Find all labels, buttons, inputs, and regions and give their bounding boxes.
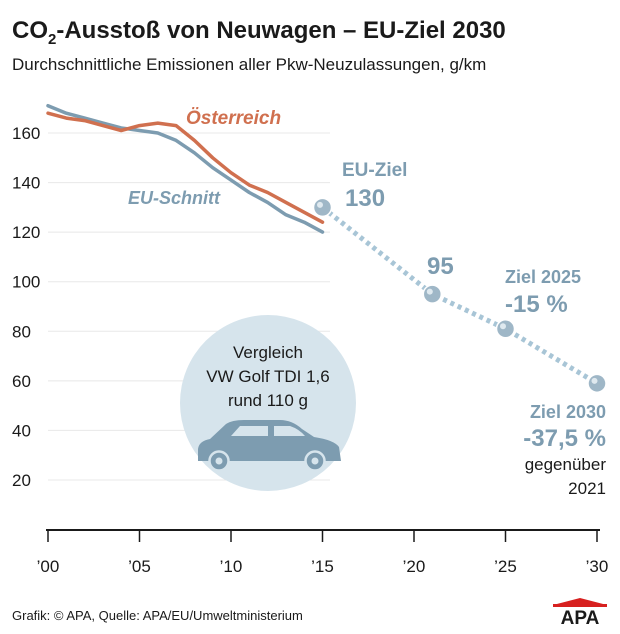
- target-point-2025: [495, 319, 516, 339]
- y-tick-label-160: 160: [12, 124, 40, 143]
- source-credit: Grafik: © APA, Quelle: APA/EU/Umweltmini…: [12, 608, 303, 623]
- ziel-2030-value: -37,5 %: [523, 425, 606, 452]
- target-2021-value: 95: [427, 253, 454, 280]
- chart-subtitle: Durchschnittliche Emissionen aller Pkw-N…: [12, 55, 486, 74]
- comparison-line-3: rund 110 g: [228, 391, 308, 410]
- series-lines: [46, 103, 599, 386]
- x-tick-label-2000: ’00: [37, 557, 60, 576]
- ziel-2030-note-1: gegenüber: [525, 455, 607, 474]
- y-tick-label-120: 120: [12, 223, 40, 242]
- target-point-2030: [587, 373, 607, 394]
- target-point-highlight-2025: [500, 323, 506, 330]
- austria-series-label: Österreich: [186, 108, 281, 129]
- target-point-highlight-2021: [426, 288, 433, 295]
- y-tick-label-60: 60: [12, 372, 31, 391]
- target-point-2021: [422, 284, 443, 304]
- ziel-2030-label: Ziel 2030: [530, 402, 606, 422]
- x-tick-label-2015: ’15: [311, 557, 334, 576]
- apa-logo-text: APA: [561, 608, 600, 629]
- y-axis-ticks: 20 40 60 80 100 120 140 160: [12, 124, 40, 490]
- series-line-eu-ziel: [320, 205, 599, 386]
- x-axis-ticks: ’00 ’05 ’10 ’15 ’20 ’25 ’30: [37, 529, 609, 576]
- y-tick-label-80: 80: [12, 322, 31, 341]
- eu-ziel-label: EU-Ziel: [342, 160, 407, 181]
- ziel-2025-label: Ziel 2025: [505, 267, 581, 287]
- ziel-2025-value: -15 %: [505, 291, 568, 318]
- target-point-highlight-2030: [591, 377, 598, 384]
- eu-series-label: EU-Schnitt: [128, 188, 221, 208]
- y-tick-label-40: 40: [12, 421, 31, 440]
- target-point-2015: [312, 197, 333, 218]
- series-line--sterreich: [46, 111, 325, 224]
- comparison-line-1: Vergleich: [233, 343, 303, 362]
- ziel-2030-note-2: 2021: [568, 479, 606, 498]
- x-tick-label-2020: ’20: [403, 557, 426, 576]
- target-point-highlight-2015: [317, 201, 323, 208]
- comparison-bubble: Vergleich VW Golf TDI 1,6 rund 110 g: [180, 315, 356, 491]
- y-tick-label-100: 100: [12, 273, 40, 292]
- target-points: [312, 197, 607, 394]
- x-tick-label-2030: ’30: [586, 557, 609, 576]
- eu-ziel-value: 130: [345, 185, 385, 212]
- y-tick-label-140: 140: [12, 174, 40, 193]
- series-line-eu-schnitt: [46, 103, 325, 234]
- y-tick-label-20: 20: [12, 471, 31, 490]
- comparison-line-2: VW Golf TDI 1,6: [206, 367, 329, 386]
- chart-title: CO2-Ausstoß von Neuwagen – EU-Ziel 2030: [12, 17, 506, 48]
- x-tick-label-2025: ’25: [494, 557, 517, 576]
- apa-logo: APA: [553, 598, 607, 629]
- x-tick-label-2005: ’05: [128, 557, 151, 576]
- x-tick-label-2010: ’10: [220, 557, 243, 576]
- car-icon: [198, 420, 341, 472]
